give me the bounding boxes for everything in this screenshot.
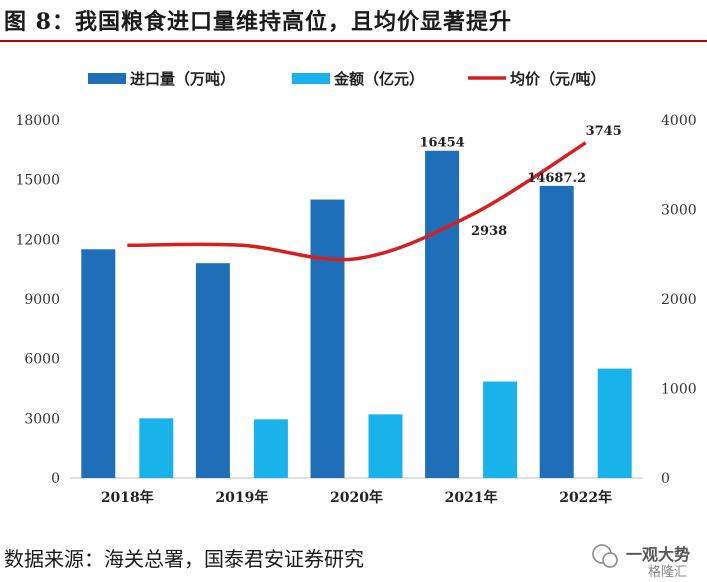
data-label: 16454 [419, 136, 464, 151]
x-tick-label: 2019年 [215, 489, 268, 506]
y-right-tick-label: 3000 [661, 203, 697, 219]
bar-import-volume [425, 150, 460, 478]
y-left-tick-label: 0 [51, 471, 60, 487]
data-label: 3745 [586, 124, 622, 139]
legend-swatch [88, 73, 126, 84]
line-avg-price [127, 141, 587, 262]
bar-import-amount [253, 419, 288, 478]
bar-import-volume [310, 199, 345, 479]
data-label: 2938 [471, 224, 507, 239]
y-right-tick-label: 4000 [661, 113, 697, 129]
watermark-logo: 一观大势 格隆汇 [592, 544, 690, 578]
chart: 0 3000 6000 9000 12000 15000 18000 0 1000 2000 300… [15, 70, 697, 506]
watermark-text-2: 格隆汇 [648, 564, 687, 578]
y-right-tick-label: 1000 [661, 382, 697, 398]
bar-import-amount [368, 414, 403, 478]
y-right-tick-label: 2000 [661, 292, 697, 308]
data-label: 14687.2 [527, 171, 586, 186]
figure-title: 图 8：我国粮食进口量维持高位，且均价显著提升 [4, 9, 512, 35]
y-left-tick-label: 12000 [15, 232, 60, 248]
y-left-tick-label: 18000 [15, 113, 60, 129]
title-bar: 图 8：我国粮食进口量维持高位，且均价显著提升 [0, 0, 707, 42]
y-right-tick-label: 0 [661, 471, 670, 487]
x-tick-label: 2020年 [330, 489, 383, 506]
x-tick-label: 2022年 [559, 489, 612, 506]
legend-label: 均价（元/吨） [510, 70, 605, 88]
bar-import-volume [81, 249, 116, 478]
bar-import-amount [139, 418, 174, 478]
legend-label: 金额（亿元） [333, 70, 424, 88]
x-tick-label: 2018年 [101, 489, 154, 506]
legend-swatch [292, 73, 330, 84]
bar-import-volume [195, 263, 230, 478]
bar-import-amount [597, 368, 632, 478]
y-left-tick-label: 3000 [24, 411, 60, 427]
bar-import-amount [483, 381, 518, 478]
bar-import-volume [539, 185, 574, 478]
source-note: 数据来源：海关总署，国泰君安证券研究 [4, 547, 364, 571]
legend-label: 进口量（万吨） [130, 70, 235, 88]
watermark-text-1: 一观大势 [626, 545, 690, 564]
y-left-tick-label: 15000 [15, 173, 60, 189]
x-tick-label: 2021年 [445, 489, 498, 506]
y-left-tick-label: 9000 [24, 292, 60, 308]
y-left-tick-label: 6000 [24, 352, 60, 368]
